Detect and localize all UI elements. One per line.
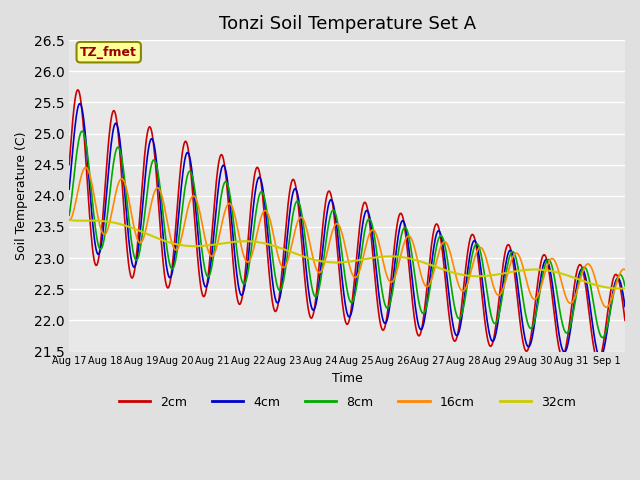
16cm	[282, 263, 290, 268]
8cm	[261, 196, 269, 202]
16cm	[65, 217, 73, 223]
4cm	[596, 354, 604, 360]
16cm	[82, 165, 90, 170]
8cm	[282, 264, 290, 269]
16cm	[602, 304, 610, 310]
8cm	[65, 213, 73, 218]
16cm	[261, 208, 269, 214]
32cm	[233, 239, 241, 244]
32cm	[436, 265, 444, 271]
4cm	[65, 186, 73, 192]
Line: 32cm: 32cm	[69, 219, 625, 288]
2cm	[131, 264, 139, 270]
2cm	[595, 358, 602, 363]
X-axis label: Time: Time	[332, 372, 362, 385]
4cm	[436, 230, 444, 236]
16cm	[621, 267, 629, 273]
2cm	[436, 232, 444, 238]
8cm	[78, 128, 86, 134]
16cm	[131, 229, 139, 235]
4cm	[234, 276, 241, 281]
32cm	[282, 247, 289, 252]
8cm	[621, 283, 629, 289]
Line: 16cm: 16cm	[69, 168, 625, 307]
8cm	[436, 233, 444, 239]
4cm	[621, 304, 629, 310]
Text: TZ_fmet: TZ_fmet	[80, 46, 137, 59]
32cm	[260, 240, 268, 246]
32cm	[65, 216, 73, 222]
Y-axis label: Soil Temperature (C): Soil Temperature (C)	[15, 132, 28, 260]
2cm	[282, 224, 290, 230]
32cm	[617, 286, 625, 291]
32cm	[131, 226, 138, 232]
8cm	[131, 256, 139, 262]
8cm	[598, 335, 606, 340]
Legend: 2cm, 4cm, 8cm, 16cm, 32cm: 2cm, 4cm, 8cm, 16cm, 32cm	[113, 391, 580, 414]
8cm	[234, 252, 241, 257]
Title: Tonzi Soil Temperature Set A: Tonzi Soil Temperature Set A	[218, 15, 476, 33]
Line: 2cm: 2cm	[69, 90, 625, 360]
Line: 8cm: 8cm	[69, 131, 625, 337]
Line: 4cm: 4cm	[69, 104, 625, 357]
4cm	[131, 263, 139, 269]
2cm	[261, 218, 269, 224]
2cm	[74, 87, 82, 93]
16cm	[234, 224, 241, 229]
16cm	[405, 233, 413, 239]
2cm	[234, 296, 241, 301]
4cm	[405, 248, 413, 253]
2cm	[65, 162, 73, 168]
4cm	[282, 247, 290, 253]
16cm	[436, 245, 444, 251]
4cm	[261, 201, 269, 207]
32cm	[621, 286, 629, 291]
32cm	[404, 255, 412, 261]
4cm	[76, 101, 84, 107]
2cm	[621, 317, 629, 323]
2cm	[405, 264, 413, 270]
8cm	[405, 235, 413, 240]
